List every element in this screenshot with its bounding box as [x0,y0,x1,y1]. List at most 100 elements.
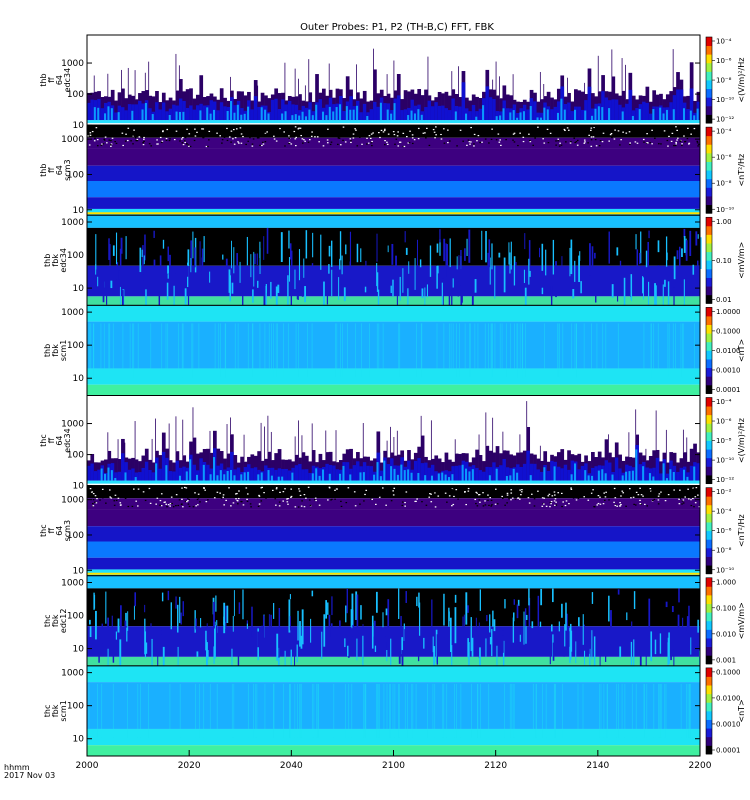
spectrum-streak [504,599,506,609]
colorbar-segment [706,522,712,532]
noise-dot [615,133,618,135]
noise-dot [484,138,487,140]
spectrum-streak [446,244,449,280]
spectrum-streak [305,230,308,259]
noise-dot [497,128,499,130]
noise-dot [204,489,206,491]
noise-dot [309,128,311,130]
spectrum-streak [209,271,211,283]
noise-dot [628,131,631,133]
noise-dot [159,504,161,506]
noise-dot [337,137,340,139]
noise-dot [551,495,554,497]
spectrum-column [437,105,442,121]
noise-dot [576,139,579,142]
noise-dot [542,126,544,128]
spectrum-spike [686,437,688,462]
spectrum-streak [503,257,506,293]
spectrum-streak [340,268,342,285]
colorbar-segment [706,475,712,485]
noise-dot [697,145,699,147]
noise-dot [242,135,244,138]
spectrum-column [131,110,134,121]
spectrum-streak [470,617,472,652]
spectrum-column [516,101,520,121]
spectrum-column [686,109,691,121]
noise-dot [642,495,644,497]
spectrum-streak [278,607,281,638]
spectrum-column [192,464,197,481]
spectrum-column [226,453,231,481]
spectrum-streak [391,243,394,265]
noise-dot [577,130,580,132]
noise-dot [247,140,250,142]
noise-dot [639,502,642,505]
noise-dot [94,137,96,139]
noise-dot [662,494,664,496]
spectrum-streak [125,236,127,260]
y-axis-label-line: edc12 [59,609,68,634]
colorbar-segment [706,406,712,416]
spectrum-spike [502,431,504,451]
noise-dot [545,505,548,507]
spectrum-column [301,469,306,481]
noise-dot [599,496,601,498]
y-axis-label: thcfbkedc12 [43,609,68,634]
noise-dot [172,506,175,508]
colorbar-segment [706,397,712,407]
spectrum-spike [655,410,657,450]
noise-dot [290,488,293,490]
spectrum-spike [396,430,398,455]
spectrum-column [97,107,100,121]
spectrum-column [546,470,551,481]
spectrum-column [417,472,420,481]
spectrum-streak [633,591,636,610]
noise-dot [630,497,632,499]
noise-dot [429,133,431,136]
colorbar-segment [706,88,712,98]
spectrum-column [529,106,532,121]
noise-dot [609,134,612,136]
noise-dot [603,499,606,501]
noise-dot [643,141,645,143]
spectrum-streak [187,249,190,267]
noise-dot [614,504,617,507]
spectrum-column [505,476,508,481]
spectrum-column [124,110,129,121]
spectrum-column [611,76,616,121]
noise-dot [671,132,674,134]
noise-dot [620,495,622,497]
spectrum-column [488,97,493,121]
spectrum-streak [294,683,296,738]
noise-dot [608,140,610,142]
spectrum-streak [97,276,99,287]
noise-dot [477,134,480,137]
spectrum-spike [539,71,541,100]
noise-dot [690,133,692,135]
spectrum-column [216,465,221,481]
spectrum-spike [597,55,599,92]
noise-dot [101,488,104,490]
noise-dot [510,492,513,494]
spectrum-streak [257,631,260,648]
colorbar-segment [706,565,712,575]
noise-dot [297,128,300,130]
spectrum-column [553,106,558,121]
noise-dot [560,492,563,495]
spectrum-streak [173,285,175,317]
spectrum-column [311,115,314,121]
noise-dot [415,500,417,502]
spectrum-streak [591,592,594,604]
noise-dot [156,497,159,499]
noise-dot [661,491,664,493]
noise-dot [473,128,476,131]
noise-dot [260,487,263,489]
noise-dot [579,488,582,490]
spectrum-column [413,460,418,481]
spectrum-column [444,108,449,121]
spectrum-column [298,94,302,121]
noise-dot [488,504,490,506]
spectrum-streak [88,323,90,378]
noise-dot [117,497,120,499]
spectrum-column [441,105,445,121]
